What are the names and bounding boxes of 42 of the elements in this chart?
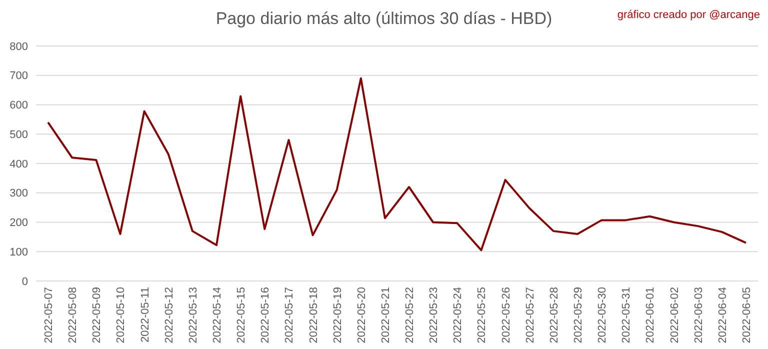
x-tick-label: 2022-06-03 [692, 287, 705, 344]
x-tick-label: 2022-05-08 [67, 287, 80, 344]
text: gráfico creado por @arcange [617, 9, 760, 21]
x-tick-label: 2022-05-26 [500, 287, 512, 344]
x-tick-label: 2022-05-25 [476, 287, 488, 344]
y-tick-label: 500 [10, 128, 28, 141]
x-tick-label: 2022-05-20 [356, 287, 368, 344]
x-tick-label: 2022-05-16 [260, 287, 272, 344]
x-tick-label: 2022-05-24 [452, 287, 464, 344]
x-tick-label: 2022-06-02 [668, 287, 681, 344]
x-tick-label: 2022-05-18 [308, 287, 320, 344]
x-tick-label: 2022-05-19 [332, 287, 344, 344]
x-tick-label: 2022-05-28 [548, 287, 560, 344]
line-series [47, 77, 747, 252]
x-tick-label: 2022-05-21 [380, 287, 392, 344]
x-tick-label: 2022-05-07 [43, 287, 56, 344]
y-tick-label: 400 [10, 158, 28, 170]
y-tick-label: 700 [10, 70, 28, 82]
x-tick-label: 2022-05-29 [572, 287, 584, 344]
y-tick-label: 800 [10, 40, 28, 53]
x-tick-label: 2022-05-10 [115, 287, 128, 344]
x-tick-label: 2022-06-01 [644, 287, 657, 344]
x-tick-label: 2022-06-05 [740, 287, 753, 344]
x-tick-label: 2022-05-30 [596, 287, 609, 344]
x-tick-label: 2022-05-22 [404, 287, 416, 344]
x-tick-label: 2022-05-17 [284, 287, 296, 344]
y-tick-label: 600 [10, 100, 28, 112]
x-tick-label: 2022-05-14 [212, 287, 224, 344]
y-tick-label: 200 [10, 217, 28, 230]
x-tick-label: 2022-05-31 [620, 287, 633, 344]
x-tick-label: 2022-05-23 [428, 287, 440, 344]
y-tick-label: 0 [22, 276, 28, 288]
x-tick-label: 2022-05-09 [91, 287, 104, 344]
x-tick-label: 2022-05-27 [524, 287, 536, 344]
x-tick-label: 2022-05-13 [187, 287, 200, 344]
y-tick-label: 300 [10, 188, 28, 200]
x-tick-label: 2022-05-15 [236, 287, 248, 344]
x-tick-label: 2022-05-12 [163, 287, 176, 344]
y-tick-label: 100 [10, 246, 28, 258]
chart-title: Pago diario más alto (últimos 30 días - HBD) [216, 9, 552, 28]
x-tick-label: 2022-05-11 [139, 287, 152, 342]
x-tick-label: 2022-06-04 [716, 287, 729, 344]
